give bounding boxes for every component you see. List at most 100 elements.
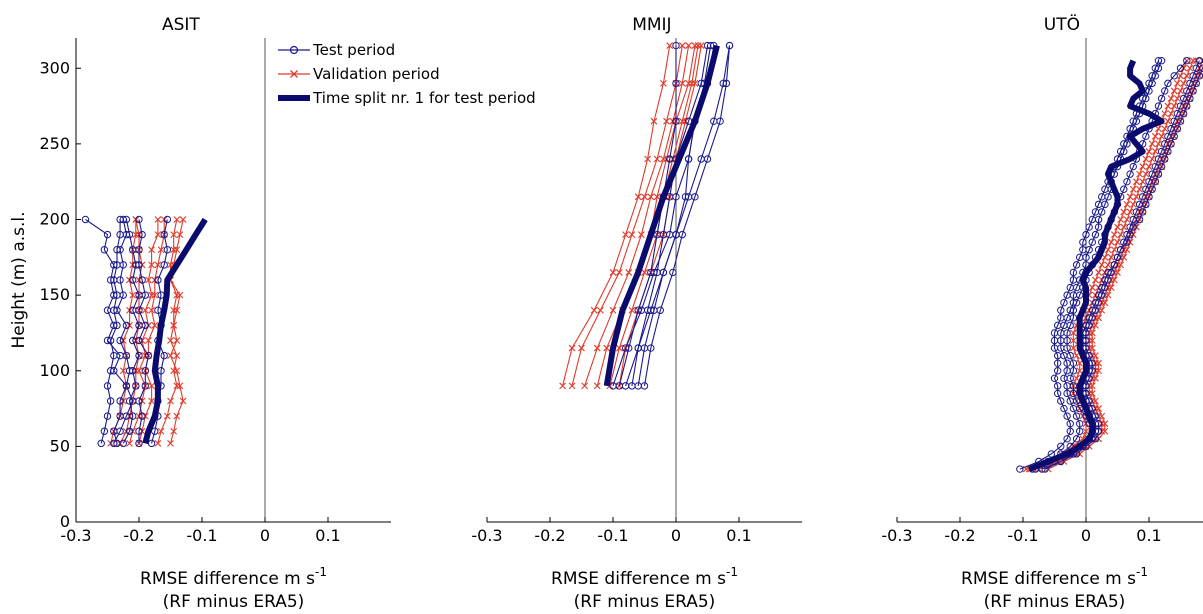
test-series-2-line (631, 45, 709, 386)
validation-series-0-point (1173, 95, 1181, 102)
validation-series-3-point (1098, 412, 1106, 420)
test-series-3-point (1076, 427, 1084, 435)
test-series-3-point (716, 117, 724, 125)
test-series-4-point (160, 261, 168, 269)
legend-test-marker (289, 45, 299, 55)
test-series-3-point (1104, 193, 1112, 201)
test-series-4-point (1098, 283, 1106, 292)
test-series-3-point (1148, 79, 1156, 88)
test-series-4-point (1164, 147, 1172, 156)
split-series-line (142, 217, 208, 445)
validation-series-3-point (1123, 246, 1131, 254)
x-axis-label-2: (RF minus ERA5) (163, 592, 305, 612)
test-series-4-point (615, 382, 623, 390)
test-series-4-point (154, 306, 162, 314)
test-series-3-point (1151, 72, 1160, 80)
validation-series-2-point (1104, 246, 1112, 254)
test-series-0-point (1016, 465, 1024, 473)
validation-series-2-point (157, 246, 165, 254)
test-series-4-point (1170, 132, 1178, 141)
validation-series-1-point (167, 397, 174, 405)
validation-series-1-point (653, 155, 661, 163)
validation-series-0-point (126, 439, 133, 447)
test-series-3-point (138, 276, 146, 284)
validation-series-3-point (1092, 397, 1099, 405)
test-series-4-point (672, 79, 680, 88)
test-series-5-point (113, 246, 121, 254)
validation-series-5-point (132, 231, 140, 239)
validation-series-2-point (609, 306, 617, 314)
validation-series-2-point (660, 155, 667, 163)
test-series-3-point (1101, 200, 1109, 209)
test-series-3-point (1072, 412, 1081, 420)
validation-series-2-point (1136, 170, 1143, 178)
test-series-3-point (1157, 56, 1166, 65)
validation-series-3-point (1110, 276, 1118, 284)
test-series-4-point (1094, 291, 1103, 299)
validation-series-0-point (1133, 193, 1140, 201)
validation-series-4-point (173, 337, 181, 344)
test-series-2-point (129, 367, 137, 375)
validation-series-0-point (148, 246, 155, 254)
validation-series-0-point (609, 269, 617, 276)
panel-2: -0.3 -0.2 -0.1 0 0.1 UTÖ RMSE difference m s-1… (881, 13, 1203, 612)
validation-series-2-point (1151, 132, 1159, 140)
test-series-1-point (1157, 94, 1166, 103)
test-series-3-line (1032, 60, 1163, 470)
test-series-4-point (1082, 321, 1090, 330)
validation-series-2-point (1145, 148, 1153, 155)
test-series-3-point (725, 41, 734, 50)
legend: Test period Validation period Time split… (278, 41, 536, 107)
test-series-4-point (1135, 215, 1144, 224)
panel-0: -0.3 -0.2 -0.1 0 0.1 0 50 100 150 200 250 300 ASIT RM… (39, 15, 391, 612)
validation-series-0-point (622, 231, 629, 239)
validation-series-0-point (1123, 216, 1131, 223)
test-series-2-point (132, 382, 140, 390)
test-series-4-point (154, 276, 162, 284)
test-series-5-point (110, 306, 118, 314)
split-series-line (1028, 59, 1165, 472)
validation-series-0-point (1139, 178, 1147, 186)
test-series-0-point (1069, 268, 1078, 277)
test-series-2-line (122, 219, 140, 444)
validation-series-4-point (167, 352, 174, 360)
validation-series-0-point (1183, 72, 1191, 80)
validation-series-2-point (1148, 140, 1156, 148)
test-series-4-point (647, 268, 655, 277)
test-series-5-point (100, 427, 109, 435)
validation-series-2-point (1177, 72, 1184, 80)
test-series-1-point (1123, 177, 1131, 186)
validation-series-3-point (1095, 314, 1102, 322)
test-series-3-point (1066, 306, 1074, 314)
test-series-4-point (163, 246, 172, 254)
validation-series-0-point (1155, 140, 1162, 148)
test-series-3-point (141, 291, 150, 299)
panel-title: MMIJ (632, 15, 671, 35)
test-series-0-point (1072, 261, 1081, 269)
validation-series-4-point (173, 246, 181, 254)
validation-series-0-point (1170, 102, 1178, 110)
test-series-0-point (1063, 435, 1071, 443)
validation-series-0-point (590, 306, 598, 314)
test-series-3-point (1057, 329, 1065, 337)
test-series-3-point (135, 215, 143, 224)
test-series-5-point (97, 439, 105, 448)
y-tick-label: 0 (60, 512, 70, 531)
validation-series-2-point (1142, 155, 1150, 163)
test-series-5-point (106, 397, 115, 405)
validation-series-0-point (1161, 125, 1169, 133)
x-tick-label: 0 (1081, 526, 1091, 545)
test-series-3-point (1063, 382, 1071, 390)
validation-series-0-point (1180, 79, 1188, 87)
panel-1: -0.3 -0.2 -0.1 0 0.1 MMIJ RMSE difference m s-… (471, 15, 802, 612)
x-axis-label-2: (RF minus ERA5) (984, 592, 1126, 612)
test-series-3-point (1076, 419, 1084, 428)
x-tick-label: 0.1 (315, 526, 340, 545)
test-series-3-point (1069, 404, 1078, 413)
test-series-0-point (1057, 306, 1065, 314)
validation-series-2-point (647, 193, 655, 201)
test-series-3-point (1057, 344, 1065, 352)
validation-series-4-line (169, 219, 184, 444)
test-series-0-point (1057, 397, 1065, 405)
validation-series-4-point (173, 412, 181, 420)
